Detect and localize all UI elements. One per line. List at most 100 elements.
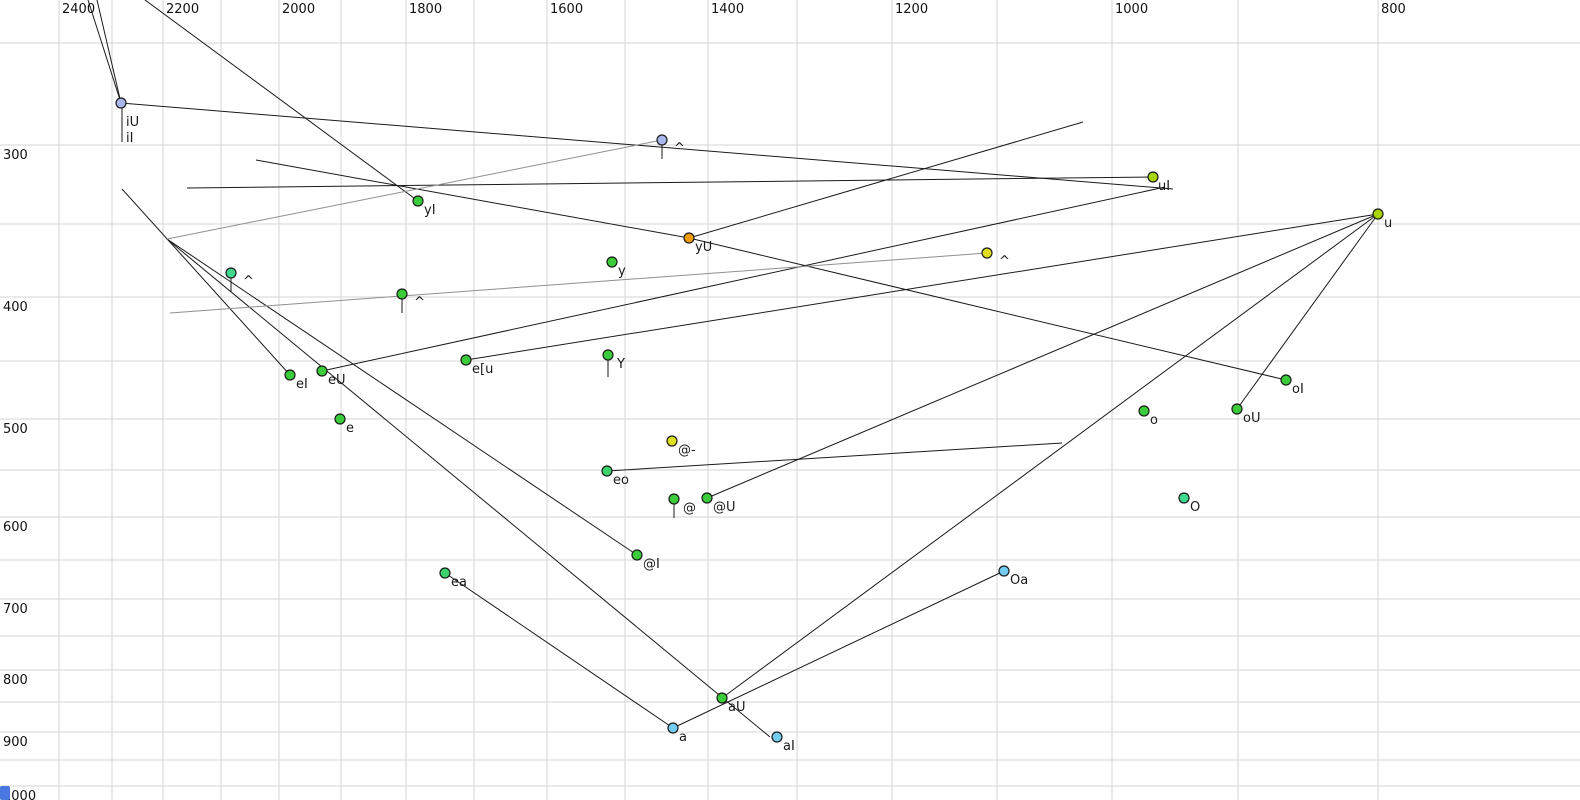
trajectory-line-eI-trajectory [121, 188, 291, 376]
data-point-oU[interactable] [1231, 403, 1243, 415]
data-point-oI[interactable] [1280, 374, 1292, 386]
point-label-O: O [1190, 500, 1200, 515]
point-label-caret3: ^ [674, 141, 685, 156]
point-label-uI: uI [1158, 179, 1170, 194]
point-label-caret2: ^ [414, 295, 425, 310]
trajectory-line-Oa-trajectory [672, 570, 1005, 729]
point-label-oI: oI [1292, 382, 1304, 397]
x-axis-tick-label: 1400 [711, 2, 744, 17]
y-axis-tick-label: 600 [3, 520, 28, 535]
point-label-eo: eo [613, 473, 629, 488]
trajectory-line-yU-trajectory [688, 121, 1084, 239]
data-point-O[interactable] [1178, 492, 1190, 504]
x-axis-tick-label: 800 [1381, 2, 1406, 17]
point-label-@U: @U [713, 500, 736, 515]
point-label-a: a [679, 730, 687, 745]
point-label-i: iU [126, 115, 139, 130]
data-point-eU[interactable] [316, 365, 328, 377]
point-label-aI: aI [783, 739, 795, 754]
data-point-u[interactable] [1372, 208, 1384, 220]
data-point-a[interactable] [667, 722, 679, 734]
trajectory-line-aI-trajectory [166, 238, 771, 738]
data-point-@U[interactable] [701, 492, 713, 504]
data-point-@-[interactable] [666, 435, 678, 447]
x-axis-tick-label: 1200 [895, 2, 928, 17]
data-point-yI[interactable] [412, 195, 424, 207]
data-point-@I[interactable] [631, 549, 643, 561]
data-point-ea[interactable] [439, 567, 451, 579]
x-axis-tick-label: 2000 [282, 2, 315, 17]
data-point-y[interactable] [606, 256, 618, 268]
data-point-@[interactable] [668, 493, 680, 505]
x-axis-tick-label: 1800 [409, 2, 442, 17]
point-label-Y: Y [616, 357, 625, 372]
y-axis-tick-label: 900 [3, 735, 28, 750]
data-point-i[interactable] [115, 97, 127, 109]
y-axis-tick-label: 400 [3, 300, 28, 315]
trajectory-line-e[u-trajectory [465, 213, 1379, 361]
point-label-e[u: e[u [472, 362, 493, 377]
point-label-@-: @- [678, 443, 696, 458]
point-label-eI: eI [296, 377, 308, 392]
trajectory-line-ea-trajectory [444, 572, 674, 729]
trajectory-line-oU-trajectory [1236, 213, 1379, 410]
data-point-caret3[interactable] [656, 134, 668, 146]
trajectory-line-oI-trajectory [688, 237, 1287, 381]
data-point-eI[interactable] [284, 369, 296, 381]
trajectory-line-uI-trajectory [186, 176, 1154, 189]
data-point-yU[interactable] [683, 232, 695, 244]
data-point-caret2[interactable] [396, 288, 408, 300]
trajectory-line-iU-trajectory [120, 102, 1174, 190]
y-axis-tick-label: 800 [3, 673, 28, 688]
point-label-e: e [346, 421, 354, 436]
data-point-caret4[interactable] [981, 247, 993, 259]
trajectory-line-caret4-trajectory [169, 252, 988, 314]
point-label-Oa: Oa [1010, 573, 1028, 588]
trajectory-line-iI-offglide [87, 0, 122, 104]
point-label-i: iI [126, 131, 133, 146]
x-axis-tick-label: 2200 [166, 2, 199, 17]
data-point-aI[interactable] [771, 731, 783, 743]
point-label-yU: yU [695, 240, 712, 255]
data-point-Oa[interactable] [998, 565, 1010, 577]
trajectory-line-aU-trajectory [721, 213, 1379, 699]
trajectory-line-caret3-trajectory [166, 139, 663, 240]
x-axis-tick-label: 1000 [1115, 2, 1148, 17]
trajectory-line-@I-trajectory [166, 238, 638, 556]
point-label-yI: yI [424, 203, 436, 218]
point-label-oU: oU [1243, 411, 1260, 426]
trajectory-line-yU-incoming [255, 159, 690, 239]
trajectory-line-yI-trajectory [144, 0, 419, 202]
data-point-Y[interactable] [602, 349, 614, 361]
point-label-@: @ [683, 501, 696, 516]
point-label-eU: eU [328, 373, 346, 388]
x-axis-tick-label: 2400 [62, 2, 95, 17]
data-point-uI[interactable] [1147, 171, 1159, 183]
point-label-caret1: ^ [243, 274, 254, 289]
y-axis-tick-label: 300 [3, 148, 28, 163]
data-point-eo[interactable] [601, 465, 613, 477]
y-axis-tick-label: 700 [3, 602, 28, 617]
trajectory-line-iU-offglide [96, 0, 122, 104]
trajectory-line-eU-trajectory [321, 186, 1166, 372]
data-point-caret1[interactable] [225, 267, 237, 279]
point-label-aU: aU [728, 700, 745, 715]
point-label-ea: ea [451, 575, 467, 590]
x-axis-tick-label: 1600 [550, 2, 583, 17]
y-axis-tick-label: 1000 [3, 789, 36, 800]
point-label-o: o [1150, 413, 1158, 428]
trajectory-line-@U-trajectory [706, 213, 1379, 499]
y-axis-tick-label: 500 [3, 422, 28, 437]
point-label-@I: @I [643, 557, 660, 572]
trajectory-line-eo-trajectory [606, 442, 1063, 472]
point-label-caret4: ^ [999, 254, 1010, 269]
point-label-u: u [1384, 216, 1392, 231]
data-point-e[u[interactable] [460, 354, 472, 366]
corner-handle[interactable] [0, 786, 10, 800]
data-point-aU[interactable] [716, 692, 728, 704]
data-point-o[interactable] [1138, 405, 1150, 417]
point-label-y: y [618, 264, 626, 279]
data-point-e[interactable] [334, 413, 346, 425]
